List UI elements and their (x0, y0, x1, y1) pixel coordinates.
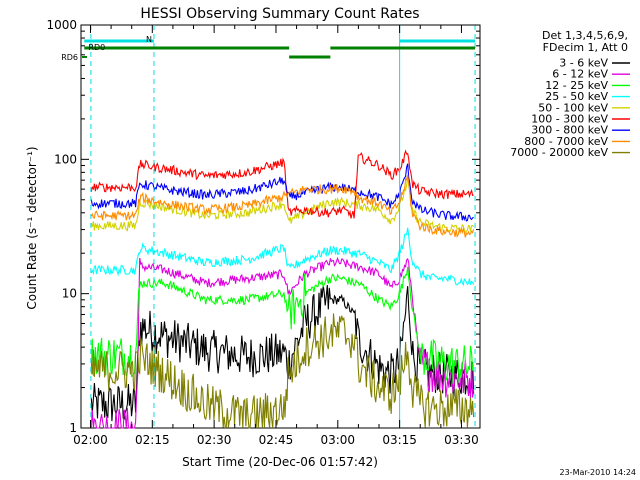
x-tick-label-3: 02:30 (197, 433, 232, 447)
x-tick-label-5: 03:00 (320, 433, 355, 447)
y-tick-label-3: 100 (54, 152, 77, 166)
series-line-2 (90, 256, 475, 430)
series-line-3 (90, 266, 475, 384)
flag-label-n: N (146, 35, 152, 44)
legend-label-5: 50 - 100 keV (538, 101, 608, 114)
series-line-1 (90, 284, 475, 422)
legend-label-6: 100 - 300 keV (531, 113, 608, 126)
x-tick-label-1: 02:00 (73, 433, 108, 447)
footer-date: 23-Mar-2010 14:24 (560, 468, 637, 477)
series-line-7 (90, 163, 474, 222)
time-markers (90, 25, 476, 428)
legend: Det 1,3,4,5,6,9, FDecim 1, Att 0 3 - 6 k… (510, 29, 630, 159)
legend-label-9: 7000 - 20000 keV (510, 146, 608, 159)
series-line-8 (90, 174, 475, 238)
x-tick-label-6: 03:15 (382, 433, 417, 447)
x-tick-label-7: 03:30 (444, 433, 479, 447)
legend-header-2: FDecim 1, Att 0 (543, 41, 628, 54)
y-tick-label-1: 1 (69, 421, 77, 435)
legend-header-1: Det 1,3,4,5,6,9, (542, 29, 628, 42)
flag-label-rd0: RD0 (88, 43, 105, 52)
legend-label-3: 12 - 25 keV (545, 79, 608, 92)
x-axis-label: Start Time (20-Dec-06 01:57:42) (182, 455, 378, 469)
y-axis-label: Count Rate (s⁻¹ detector⁻¹) (25, 146, 39, 309)
series-line-6 (90, 149, 474, 219)
y-tick-label-4: 1000 (46, 18, 77, 32)
legend-label-8: 800 - 7000 keV (524, 135, 608, 148)
legend-label-1: 3 - 6 keV (559, 57, 608, 70)
y-tick-label-2: 10 (62, 287, 77, 301)
plot-area (80, 24, 481, 429)
legend-label-7: 300 - 800 keV (531, 124, 608, 137)
flag-bars: N RD0 RD6 (61, 35, 476, 62)
series-line-4 (90, 227, 475, 287)
legend-label-2: 6 - 12 keV (552, 68, 608, 81)
series-layer (90, 149, 475, 430)
legend-label-4: 25 - 50 keV (545, 90, 608, 103)
series-line-9 (90, 313, 475, 430)
plot-frame (80, 24, 481, 429)
flag-label-rd6: RD6 (61, 53, 78, 62)
axes: 02:00 02:15 02:30 02:45 03:00 03:15 03:30 1 10 10… (46, 18, 480, 447)
x-tick-label-2: 02:15 (135, 433, 170, 447)
x-tick-label-4: 02:45 (259, 433, 294, 447)
chart-title: HESSI Observing Summary Count Rates (140, 6, 419, 22)
